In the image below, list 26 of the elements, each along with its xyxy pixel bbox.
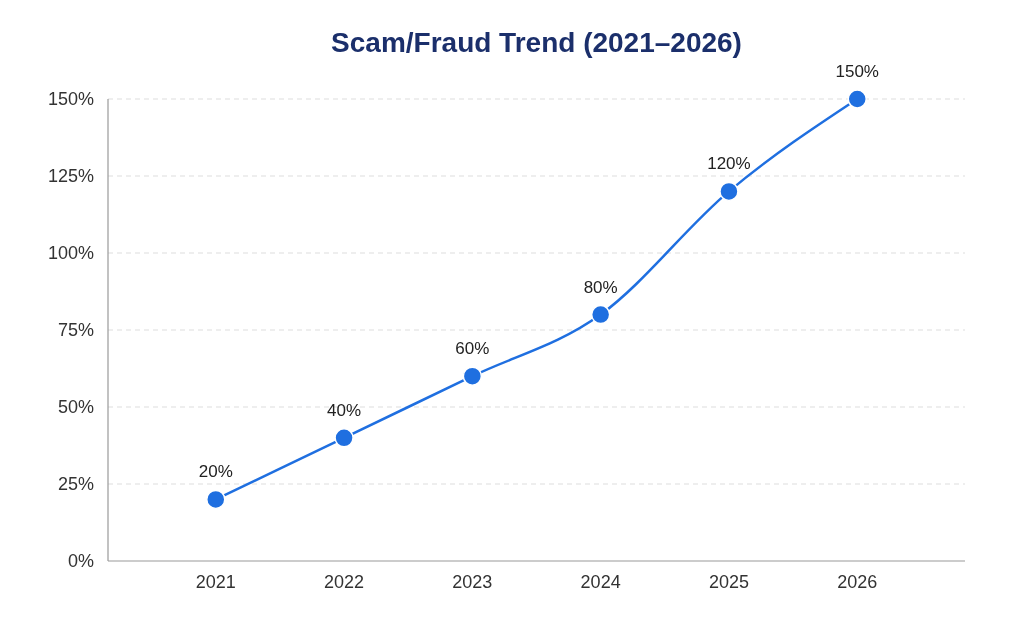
x-tick-label: 2025: [708, 572, 749, 592]
y-tick-label: 75%: [57, 320, 94, 341]
y-tick-label: 50%: [57, 397, 94, 418]
x-tick-label: 2024: [580, 572, 621, 592]
x-tick-label: 2026: [837, 572, 878, 592]
point: [462, 366, 483, 386]
point: [590, 304, 611, 325]
point: [719, 181, 739, 202]
data-label: 150%: [835, 62, 879, 81]
x-tick-label: 2022: [324, 572, 365, 592]
data-label: 40%: [327, 400, 362, 420]
y-tick-label: 0%: [67, 551, 94, 572]
y-tick-label: 25%: [57, 474, 94, 495]
chart-title: Scam/Fraud Trend (2021–2026): [331, 27, 742, 58]
data-label: 60%: [455, 339, 490, 359]
data-label: 80%: [583, 277, 618, 297]
data-label: 120%: [707, 154, 751, 174]
point: [334, 428, 354, 448]
x-tick-label: 2023: [452, 572, 493, 592]
data-label: 20%: [198, 462, 233, 482]
y-tick-label: 150%: [47, 89, 94, 110]
y-tick-label: 125%: [47, 166, 94, 187]
y-tick-label: 100%: [47, 243, 94, 264]
point: [847, 89, 867, 109]
x-tick-label: 2021: [195, 572, 236, 592]
point: [206, 489, 226, 510]
